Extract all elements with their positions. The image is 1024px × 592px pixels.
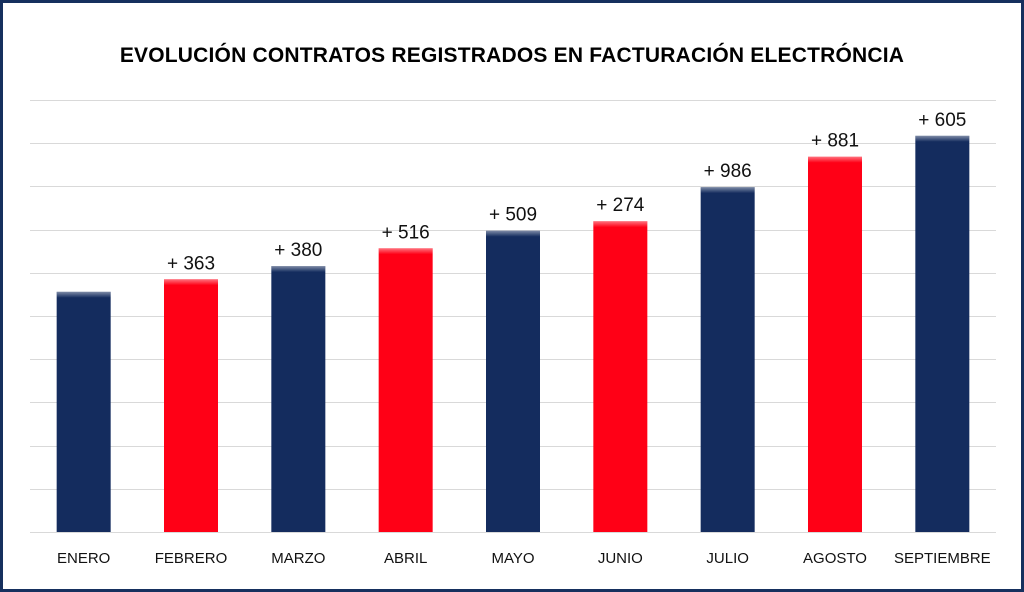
data-label: + 509 [489, 205, 537, 226]
category-label: JULIO [706, 550, 749, 567]
bar-enero [56, 291, 111, 532]
bar [700, 187, 755, 532]
data-label: + 363 [167, 253, 215, 274]
category-label: JUNIO [598, 550, 643, 567]
data-label: + 881 [811, 131, 859, 152]
chart-title: EVOLUCIÓN CONTRATOS REGISTRADOS EN FACTU… [119, 44, 905, 67]
bar-highlight [808, 156, 862, 163]
bar-junio [593, 221, 648, 532]
bar-highlight [164, 279, 218, 286]
bar-highlight [593, 221, 648, 228]
bar-highlight [378, 248, 433, 255]
bar-septiembre [915, 135, 970, 533]
bar [164, 279, 218, 532]
bar [486, 230, 540, 532]
data-label: + 605 [918, 110, 966, 131]
bar-julio [700, 187, 755, 532]
bar [378, 248, 433, 532]
bar [56, 291, 111, 532]
bar [915, 135, 970, 533]
bar-highlight [56, 291, 111, 298]
category-label: ABRIL [384, 550, 427, 567]
data-label: + 274 [596, 195, 645, 216]
bar-marzo [271, 266, 326, 532]
bar-mayo [486, 230, 540, 532]
bar-abril [378, 248, 433, 532]
bar [593, 221, 648, 532]
category-label: AGOSTO [803, 550, 867, 567]
bar [808, 156, 862, 533]
category-label: ENERO [57, 550, 110, 567]
bar [271, 266, 326, 532]
bar-agosto [808, 156, 862, 533]
bar-highlight [271, 266, 326, 273]
bar-highlight [486, 230, 540, 237]
category-label: SEPTIEMBRE [894, 550, 991, 567]
category-label: MARZO [271, 550, 325, 567]
bar-febrero [164, 279, 218, 532]
category-label: MAYO [491, 550, 534, 567]
data-label: + 516 [382, 222, 430, 243]
bar-highlight [700, 187, 755, 194]
bar-highlight [915, 135, 970, 142]
data-label: + 986 [704, 161, 752, 182]
data-label: + 380 [274, 240, 322, 261]
category-label: FEBRERO [155, 550, 228, 567]
